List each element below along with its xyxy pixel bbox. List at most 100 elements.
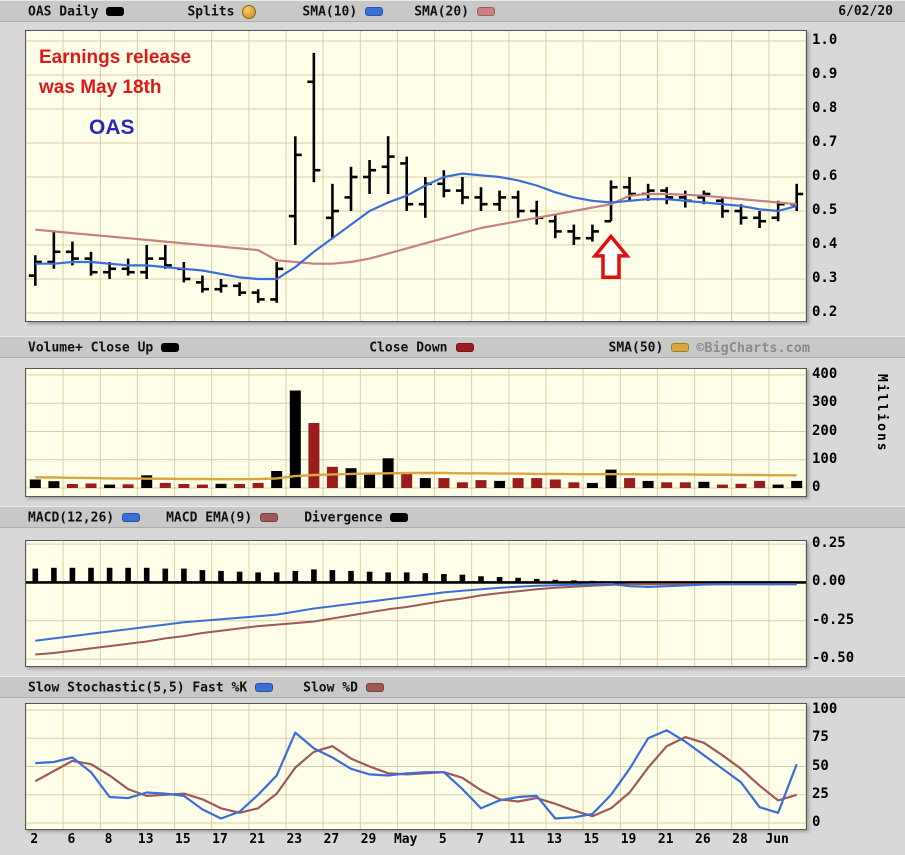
y-tick-label: 0.3 [812,270,838,286]
chart-date-label: 6/02/20 [838,4,893,19]
earnings-annotation-line2: was May 18th [38,77,162,98]
volume-legend-row: Volume+ Close Up Close Down SMA(50) ©BigCh… [0,336,905,358]
date-tick-label: 15 [175,832,191,847]
volume-panel [25,368,807,497]
y-tick-label: 50 [812,757,829,774]
stochastic-chart-svg [26,704,806,829]
macd-signal-line [35,583,797,656]
y-tick-label: 100 [812,701,838,717]
macd-panel [25,540,807,667]
y-tick-label: 0.4 [812,236,838,252]
legend-label: Slow %D [303,680,358,696]
legend-label: SMA(20) [414,4,470,20]
legend-label: Splits [187,4,235,20]
sma10-line [35,172,797,281]
symbol-annotation: OAS [89,116,135,139]
earnings-annotation-line1: Earnings release [39,47,191,68]
macd-12-26-swatch [122,513,141,523]
legend-item-macd-ema-9: MACD EMA(9) [166,507,279,530]
sma-10-swatch [365,7,384,17]
legend-item-sma-20: SMA(20) [414,1,496,24]
up-arrow-annotation [591,233,631,280]
volume-legend-items: Volume+ Close Up Close Down SMA(50) [28,337,690,360]
date-tick-label: 21 [657,832,674,847]
macd-chart-svg [26,541,806,666]
date-tick-label: 5 [438,832,447,847]
date-tick-label: 6 [67,832,76,847]
stochastic-legend-row: Slow Stochastic(5,5) Fast %K Slow %D [0,676,905,698]
date-tick-label: 7 [476,832,484,847]
y-tick-label: 200 [812,422,838,439]
date-tick-label: 21 [249,832,265,847]
y-tick-label: -0.50 [812,650,855,667]
legend-label: Slow Stochastic(5,5) Fast %K [28,680,248,696]
macd-y-axis-labels: 0.25 0.00 -0.25 -0.50 [812,535,892,667]
legend-item-splits: Splits [187,1,257,24]
close-down-swatch [455,343,474,353]
y-tick-label: 75 [812,729,829,746]
date-tick-label: Jun [765,832,789,847]
legend-item-oas-daily: OAS Daily [28,1,125,24]
price-chart-svg: Earnings release was May 18th OAS [26,31,806,321]
date-tick-label: 19 [620,832,637,847]
date-tick-label: 15 [583,832,600,847]
volume-y-axis-labels: 400 300 200 100 0 [812,366,892,495]
sma20-line [35,192,797,265]
legend-item-divergence: Divergence [304,507,409,530]
y-tick-label: 0.7 [812,134,838,150]
slow-stochastic-5-5-fast-k-swatch [255,683,274,693]
date-tick-label: 29 [360,832,377,847]
y-tick-label: 0 [812,814,821,830]
y-tick-label: 0.9 [812,66,838,82]
y-tick-label: 0.2 [812,304,838,320]
sma-20-swatch [477,7,496,17]
legend-item-sma-10: SMA(10) [302,1,384,24]
legend-label: SMA(10) [302,4,358,20]
legend-item-slow-stochastic-5-5-fast-k: Slow Stochastic(5,5) Fast %K [28,677,274,700]
macd-legend-row: MACD(12,26) MACD EMA(9) Divergence [0,506,905,528]
legend-label: MACD EMA(9) [166,510,253,526]
stochastic-panel [25,703,807,830]
y-tick-label: 0.25 [812,535,846,552]
legend-label: Volume+ Close Up [28,340,154,356]
legend-label: MACD(12,26) [28,510,115,526]
date-tick-label: 28 [732,832,748,847]
date-tick-label: May [393,832,418,847]
y-tick-label: 300 [812,394,838,411]
bigcharts-watermark: ©BigCharts.com [696,340,810,356]
y-tick-label: 1.0 [812,32,838,48]
slow-percent-d-line [34,736,798,818]
date-tick-label: 27 [323,832,340,847]
gridlines [26,31,806,321]
legend-item-volume-close-up: Volume+ Close Up [28,337,180,360]
stochastic-legend-items: Slow Stochastic(5,5) Fast %K Slow %D [28,678,414,697]
y-tick-label: 100 [812,450,838,467]
price-legend-row: OAS Daily Splits SMA(10) SMA(20) 6/02/20 [0,0,905,22]
fast-percent-k-line [35,729,798,820]
slow-d-swatch [365,683,384,693]
price-y-axis-labels: 1.0 0.9 0.8 0.7 0.6 0.5 0.4 0.3 0.2 [812,30,892,320]
y-tick-label: 0.8 [812,100,838,116]
y-tick-label: -0.25 [812,611,855,628]
y-tick-label: 0.00 [812,573,846,590]
sma-50-swatch [671,343,690,353]
volume-axis-unit-label: Millions [874,374,889,453]
legend-label: Close Down [369,340,448,356]
legend-item-macd-12-26: MACD(12,26) [28,507,141,530]
volume-close-up-swatch [161,343,180,353]
price-legend-items: OAS Daily Splits SMA(10) SMA(20) [28,1,496,24]
macd-legend-items: MACD(12,26) MACD EMA(9) Divergence [28,508,434,527]
date-tick-label: 2 [30,832,39,847]
y-tick-label: 0.6 [812,168,838,184]
date-tick-label: 23 [286,832,303,847]
oas-daily-swatch [106,7,125,17]
legend-item-sma-50: SMA(50) [609,337,690,360]
macd-ema-9-swatch [260,513,279,523]
gridlines [26,541,806,666]
macd-divergence-bars [32,567,707,586]
date-axis: 2 6 8 13 15 17 21 23 27 29 May 5 7 11 13 15 19 21 26 28 Jun [0,832,905,854]
macd-line [35,582,797,642]
legend-label: OAS Daily [28,4,99,20]
y-tick-label: 25 [812,785,829,802]
